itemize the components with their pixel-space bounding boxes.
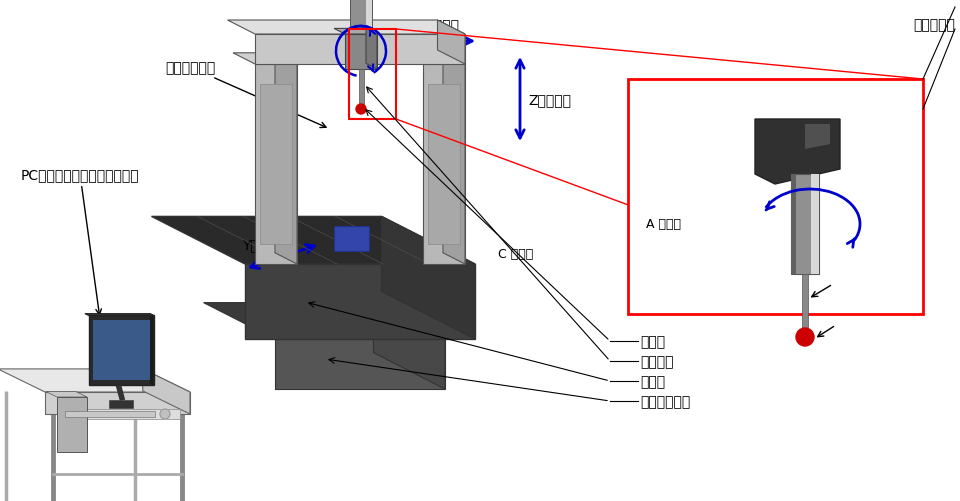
Polygon shape [245, 265, 475, 339]
Polygon shape [438, 21, 465, 65]
Text: Y方向移動: Y方向移動 [242, 237, 284, 252]
Text: Z方向移動: Z方向移動 [528, 93, 571, 107]
Polygon shape [373, 303, 445, 389]
Polygon shape [150, 314, 154, 386]
Text: スタイラス: スタイラス [913, 18, 955, 32]
Polygon shape [88, 316, 154, 386]
Polygon shape [92, 321, 150, 381]
Bar [791, 175, 819, 275]
Text: ワーク: ワーク [640, 374, 665, 388]
Polygon shape [228, 21, 465, 35]
Bar [811, 175, 819, 275]
Polygon shape [334, 226, 369, 252]
Bar [628, 80, 923, 314]
Circle shape [356, 105, 366, 115]
Polygon shape [45, 392, 190, 414]
Polygon shape [84, 314, 154, 316]
Polygon shape [443, 54, 465, 265]
Bar [349, 30, 396, 120]
Polygon shape [233, 54, 297, 65]
Text: A 軸回転: A 軸回転 [646, 218, 681, 231]
Polygon shape [60, 409, 180, 419]
Text: X方向移動: X方向移動 [417, 18, 460, 32]
Polygon shape [805, 125, 830, 150]
Text: 三次元測定機: 三次元測定機 [165, 61, 326, 128]
Text: PC（専用アプリケーション）: PC（専用アプリケーション） [21, 168, 139, 315]
Bar [791, 175, 796, 275]
Polygon shape [366, 30, 377, 70]
Bar [260, 85, 292, 244]
Bar [65, 411, 155, 417]
Polygon shape [345, 35, 377, 70]
Text: チップ: チップ [640, 334, 665, 348]
Polygon shape [255, 35, 465, 65]
Polygon shape [423, 65, 465, 265]
Bar [428, 85, 460, 244]
Bar [108, 401, 132, 409]
Bar [359, 70, 364, 105]
Circle shape [796, 328, 814, 346]
Polygon shape [755, 120, 840, 185]
Polygon shape [275, 339, 445, 389]
Polygon shape [204, 303, 445, 339]
Polygon shape [57, 397, 87, 452]
Text: C 軸回転: C 軸回転 [498, 248, 533, 261]
Polygon shape [143, 369, 190, 414]
Text: コントローラ: コントローラ [640, 394, 690, 408]
Polygon shape [381, 217, 475, 339]
Polygon shape [275, 54, 297, 265]
Polygon shape [350, 0, 372, 35]
Polygon shape [152, 217, 475, 265]
Bar [802, 275, 808, 329]
Polygon shape [255, 65, 297, 265]
Polygon shape [366, 0, 372, 35]
Polygon shape [401, 54, 465, 65]
Circle shape [160, 409, 170, 419]
Text: プローブ: プローブ [640, 354, 674, 368]
Polygon shape [334, 30, 377, 35]
Polygon shape [46, 392, 87, 397]
Polygon shape [0, 369, 190, 392]
